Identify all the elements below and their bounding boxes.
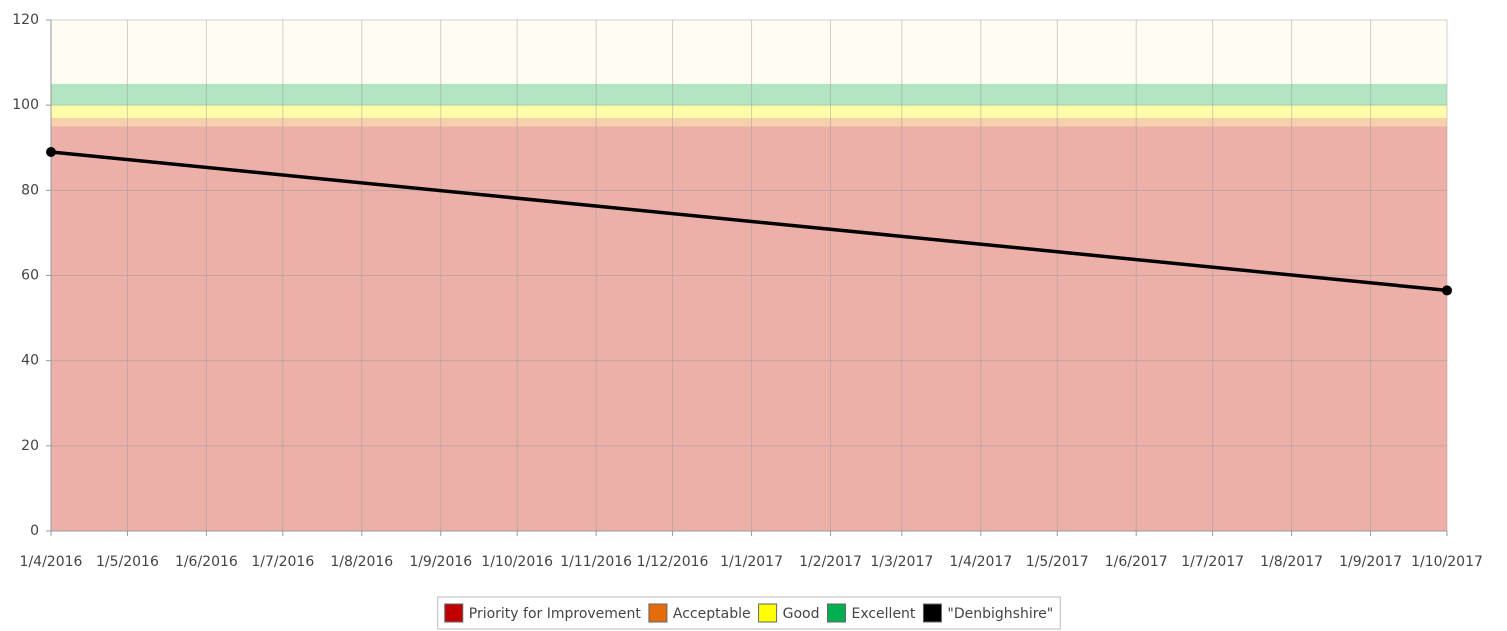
plot-background <box>51 20 1447 531</box>
x-tick-label: 1/10/2016 <box>481 554 553 570</box>
x-tick-label: 1/10/2017 <box>1411 554 1483 570</box>
y-tick-label: 20 <box>21 438 39 454</box>
band <box>51 105 1447 118</box>
legend-label: Acceptable <box>673 606 751 622</box>
legend-label: Priority for Improvement <box>469 606 642 622</box>
legend-swatch <box>648 603 668 623</box>
x-tick-label: 1/4/2017 <box>949 554 1012 570</box>
marker <box>1442 285 1452 296</box>
legend-box <box>437 596 1061 630</box>
band <box>51 117 1447 127</box>
legend: Priority for Improvement Acceptable Good Ex… <box>437 596 1061 630</box>
x-tick-label: 1/1/2017 <box>720 554 783 570</box>
x-tick-label: 1/6/2016 <box>175 554 238 570</box>
y-tick-label: 60 <box>21 268 39 284</box>
x-tick-label: 1/3/2017 <box>870 554 933 570</box>
y-tick-label: 40 <box>21 353 39 369</box>
band <box>51 83 1447 106</box>
x-tick-label: 1/9/2016 <box>409 554 472 570</box>
y-tick-label: 100 <box>12 97 39 113</box>
legend-swatch <box>758 603 778 623</box>
y-tick-label: 80 <box>21 182 39 198</box>
x-tick-label: 1/6/2017 <box>1105 554 1168 570</box>
x-tick-label: 1/2/2017 <box>799 554 862 570</box>
x-tick-label: 1/8/2016 <box>330 554 393 570</box>
line <box>50 150 1448 293</box>
legend-label: Excellent <box>851 606 915 622</box>
legend-swatch <box>826 603 846 623</box>
legend-label: "Denbighshire" <box>947 606 1053 622</box>
x-tick-label: 1/7/2016 <box>251 554 314 570</box>
marker <box>46 147 56 158</box>
legend-swatch <box>922 603 942 623</box>
x-tick-label: 1/12/2016 <box>637 554 709 570</box>
band <box>51 126 1447 531</box>
x-tick-label: 1/5/2017 <box>1026 554 1089 570</box>
x-tick-label: 1/4/2016 <box>20 554 83 570</box>
x-tick-label: 1/9/2017 <box>1339 554 1402 570</box>
y-tick-label: 120 <box>12 12 39 28</box>
legend-label: Good <box>783 606 820 622</box>
y-tick-label: 0 <box>30 523 39 539</box>
x-tick-label: 1/7/2017 <box>1181 554 1244 570</box>
x-tick-label: 1/8/2017 <box>1260 554 1323 570</box>
x-tick-label: 1/5/2016 <box>96 554 159 570</box>
x-tick-label: 1/11/2016 <box>560 554 632 570</box>
legend-swatch <box>444 603 464 623</box>
